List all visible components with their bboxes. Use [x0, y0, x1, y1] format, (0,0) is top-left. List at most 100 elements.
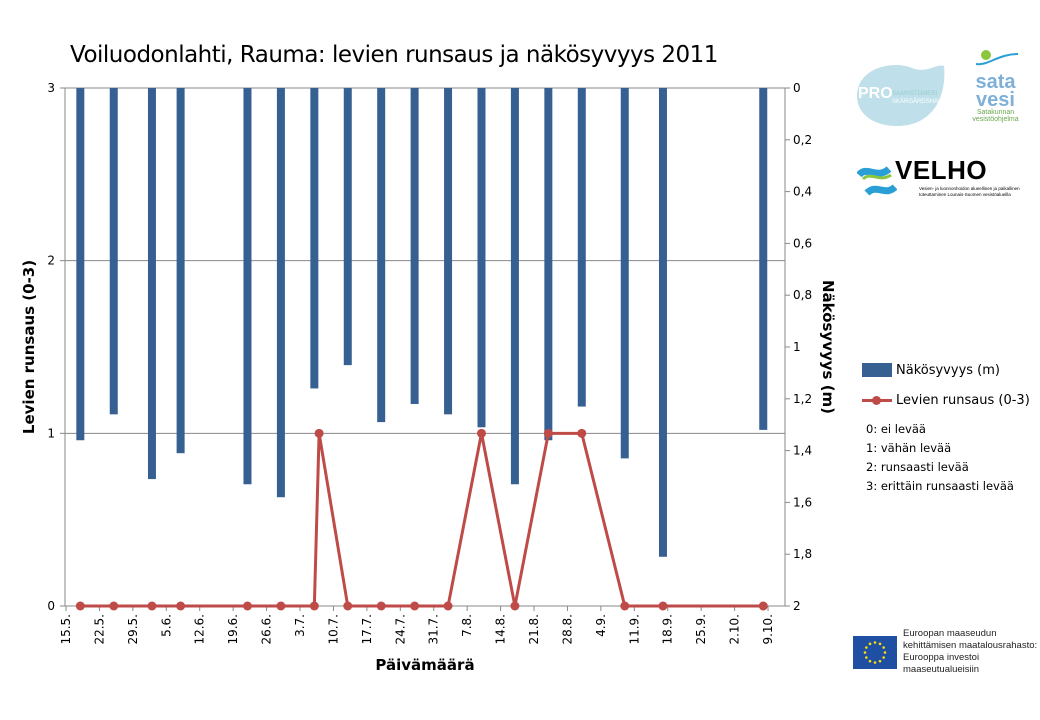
x-tick-label: 29.5.: [126, 614, 140, 645]
x-tick-label: 28.8.: [560, 614, 574, 645]
bar-visibility: [243, 88, 252, 485]
y-right-tick-label: 0,6: [793, 236, 812, 250]
y-right-axis-title: Näkösyvyys (m): [819, 280, 837, 414]
velho-logo: VELHO Vesien- ja luonnonhoidon alueellin…: [857, 155, 1027, 205]
y-right-tick-label: 1,4: [793, 444, 812, 458]
chart-title: Voiluodonlahti, Rauma: levien runsaus ja…: [70, 42, 718, 68]
x-tick-label: 11.9.: [627, 614, 641, 645]
legend-label: Näkösyvyys (m): [896, 362, 1000, 378]
point-algae: [376, 601, 386, 611]
x-axis-title: Päivämäärä: [375, 656, 474, 674]
eu-logo: Euroopan maaseudun kehittämisen maatalou…: [853, 628, 1040, 676]
y-right-tick-label: 1: [793, 340, 801, 354]
legend-item-visibility: Näkösyvyys (m): [862, 358, 1030, 382]
bar-visibility: [176, 88, 185, 454]
bar-visibility: [410, 88, 419, 404]
x-tick-label: 12.6.: [193, 614, 207, 645]
scale-notes: 0: ei levää 1: vähän levää 2: runsaasti …: [866, 420, 1014, 496]
eu-star: [868, 659, 872, 662]
y-right-tick-label: 1,6: [793, 495, 812, 509]
eu-star: [865, 655, 868, 659]
eu-star: [863, 650, 867, 654]
y-left-axis-title: Levien runsaus (0-3): [20, 260, 38, 434]
point-algae: [410, 601, 420, 611]
bar-visibility: [147, 88, 156, 480]
x-tick-label: 24.7.: [393, 614, 407, 645]
eu-star: [865, 645, 868, 649]
x-tick-label: 26.6.: [260, 614, 274, 645]
legend-label: Levien runsaus (0-3): [896, 392, 1030, 408]
note: 1: vähän levää: [866, 441, 952, 455]
eu-flag-icon: [853, 635, 897, 669]
x-tick-label: 15.5.: [59, 614, 73, 645]
eu-star: [883, 650, 887, 654]
eu-star: [873, 660, 877, 664]
eu-star: [878, 659, 882, 662]
y-right-tick-label: 0,4: [793, 185, 812, 199]
bar-visibility: [577, 88, 586, 407]
eu-star: [878, 642, 882, 645]
x-tick-label: 18.9.: [661, 614, 675, 645]
y-left-tick-label: 3: [47, 81, 55, 95]
point-algae: [758, 601, 768, 611]
bar-visibility: [444, 88, 453, 415]
y-right-tick-label: 1,8: [793, 547, 812, 561]
bar-visibility: [343, 88, 352, 366]
satavesi-logo: sata vesi Satakunnan vesistöohjelma: [968, 48, 1023, 138]
point-algae: [309, 601, 319, 611]
y-left-tick-label: 1: [47, 426, 55, 440]
x-tick-label: 9.10.: [761, 614, 775, 645]
point-algae: [577, 428, 587, 438]
x-tick-label: 10.7.: [326, 614, 340, 645]
y-left-tick-label: 2: [47, 254, 55, 268]
bar-visibility: [109, 88, 118, 415]
bar-visibility: [276, 88, 285, 498]
note: 3: erittäin runsaasti levää: [866, 479, 1014, 493]
x-tick-label: 21.8.: [527, 614, 541, 645]
point-algae: [510, 601, 520, 611]
bar-visibility: [377, 88, 386, 423]
y-left-tick-label: 0: [47, 599, 55, 613]
point-algae: [658, 601, 668, 611]
eu-star: [882, 655, 885, 659]
x-tick-label: 7.8.: [460, 614, 474, 637]
x-tick-label: 19.6.: [226, 614, 240, 645]
point-algae: [620, 601, 630, 611]
bar-visibility: [477, 88, 486, 428]
bar-visibility: [620, 88, 629, 459]
point-algae: [109, 601, 119, 611]
x-tick-label: 3.7.: [293, 614, 307, 637]
point-algae: [75, 601, 85, 611]
x-tick-label: 17.7.: [360, 614, 374, 645]
point-algae: [276, 601, 286, 611]
point-algae: [476, 428, 486, 438]
bar-visibility: [76, 88, 85, 441]
bar-visibility: [310, 88, 319, 389]
x-tick-label: 2.10.: [728, 614, 742, 645]
eu-star: [882, 645, 885, 649]
legend-swatch-bar: [862, 363, 892, 377]
x-tick-label: 25.9.: [694, 614, 708, 645]
legend: Näkösyvyys (m) Levien runsaus (0-3): [862, 358, 1030, 412]
point-algae: [443, 601, 453, 611]
pro-text: PRO: [858, 85, 893, 102]
legend-swatch-line: [862, 393, 892, 407]
point-algae: [543, 428, 553, 438]
x-tick-label: 22.5.: [92, 614, 106, 645]
y-right-tick-label: 0,2: [793, 133, 812, 147]
bar-visibility: [544, 88, 553, 441]
svg-text:SKÄRGÅRDSHAVET: SKÄRGÅRDSHAVET: [892, 98, 947, 105]
note: 2: runsaasti levää: [866, 460, 969, 474]
bar-visibility: [658, 88, 667, 557]
note: 0: ei levää: [866, 422, 926, 436]
point-algae: [242, 601, 252, 611]
eu-star: [873, 640, 877, 644]
y-right-tick-label: 0,8: [793, 288, 812, 302]
bar-visibility: [510, 88, 519, 485]
svg-text:SAARISTOMERI: SAARISTOMERI: [892, 91, 938, 97]
legend-item-algae: Levien runsaus (0-3): [862, 388, 1030, 412]
point-algae: [314, 428, 324, 438]
y-right-tick-label: 2: [793, 599, 801, 613]
x-tick-label: 14.8.: [494, 614, 508, 645]
